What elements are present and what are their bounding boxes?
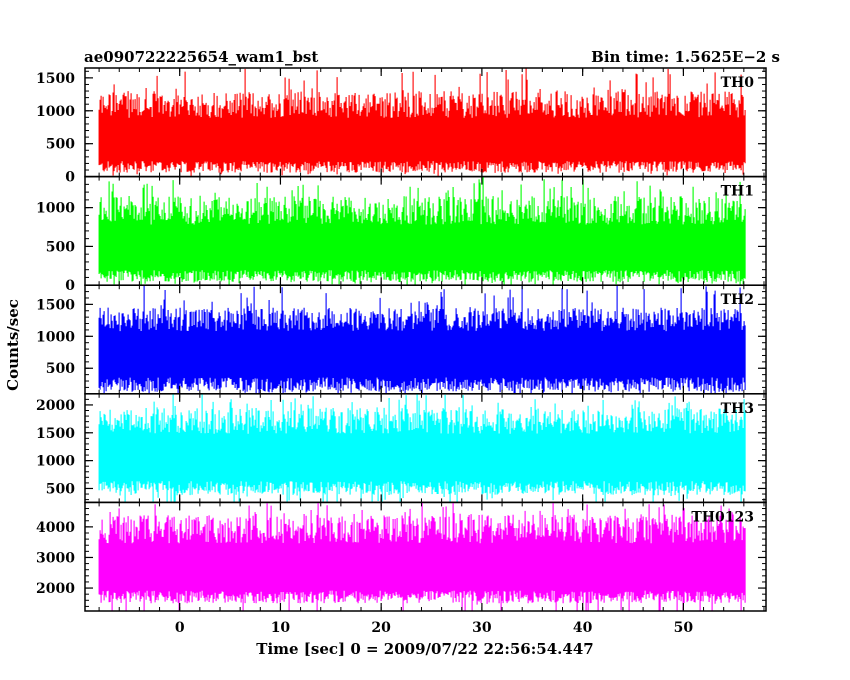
x-axis-label: Time [sec] 0 = 2009/07/22 22:56:54.447 — [256, 640, 593, 658]
series-th2 — [98, 285, 746, 394]
x-tick-label: 0 — [175, 620, 185, 636]
x-tick-label: 10 — [271, 620, 291, 636]
series-label: TH2 — [721, 292, 754, 308]
bin-time-label: Bin time: 1.5625E−2 s — [591, 48, 780, 66]
x-tick-label: 40 — [573, 620, 593, 636]
y-tick-label: 2000 — [36, 398, 75, 414]
y-axis-label: Counts/sec — [4, 299, 22, 391]
series-th0123 — [98, 502, 746, 611]
panel-frame — [84, 501, 767, 612]
series-th0 — [98, 68, 746, 177]
series-label: TH0 — [721, 75, 755, 91]
y-tick-label: 1000 — [36, 329, 75, 345]
y-tick-label: 1500 — [36, 297, 75, 313]
y-tick-label: 1500 — [36, 71, 75, 87]
series-label: TH3 — [721, 401, 754, 417]
y-tick-label: 1000 — [36, 104, 75, 120]
y-tick-label: 1500 — [36, 426, 75, 442]
y-tick-label: 1000 — [36, 201, 75, 217]
series-th3 — [98, 394, 746, 503]
x-tick-label: 20 — [371, 620, 391, 636]
y-tick-label: 500 — [46, 481, 75, 497]
y-tick-label: 500 — [46, 239, 75, 255]
y-tick-label: 4000 — [36, 520, 75, 536]
y-tick-label: 500 — [46, 361, 75, 377]
y-tick-label: 500 — [46, 137, 75, 153]
series-label: TH0123 — [691, 509, 754, 525]
y-tick-label: 2000 — [36, 581, 75, 597]
y-tick-label: 0 — [65, 170, 75, 186]
y-tick-label: 3000 — [36, 550, 75, 566]
y-tick-label: 0 — [65, 278, 75, 294]
x-tick-label: 30 — [472, 620, 492, 636]
y-tick-label: 1000 — [36, 454, 75, 470]
series-th1 — [98, 177, 746, 286]
x-tick-label: 50 — [674, 620, 694, 636]
chart-title: ae090722225654_wam1_bst — [84, 48, 318, 66]
series-label: TH1 — [721, 184, 754, 200]
